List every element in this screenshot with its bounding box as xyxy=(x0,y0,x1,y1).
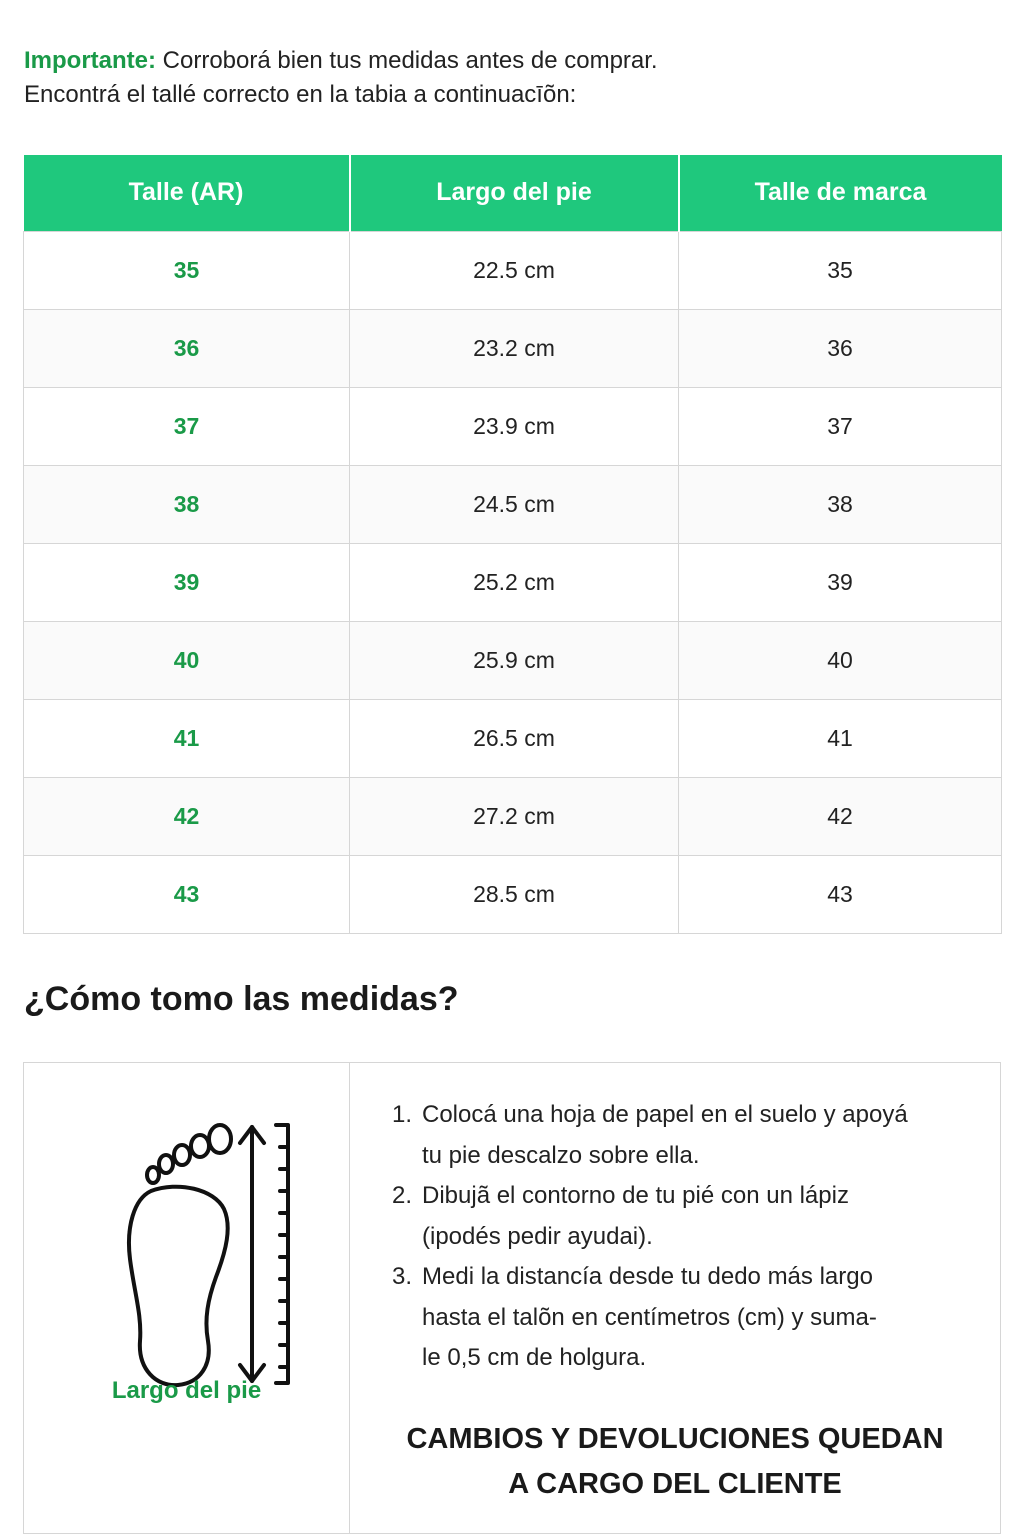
instructions-panel: 1. Colocá una hoja de papel en el suelo y… xyxy=(350,1063,1000,1533)
table-row: 38 24.5 cm 38 xyxy=(23,464,1002,544)
step-line: (ipodés pedir ayudai). xyxy=(422,1222,653,1250)
returns-notice: CAMBIOS Y DEVOLUCIONES QUEDAN A CARGO DE… xyxy=(350,1417,1000,1507)
step-item: 2. Dibujã el contorno de tu pié con un lá… xyxy=(392,1176,962,1257)
foot-icon xyxy=(127,1123,290,1388)
cell-talle-ar: 43 xyxy=(23,854,350,934)
step-text: Dibujã el contorno de tu pié con un lápi… xyxy=(422,1176,849,1257)
cell-largo-pie: 23.2 cm xyxy=(349,308,679,388)
table-row: 35 22.5 cm 35 xyxy=(23,230,1002,310)
table-row: 36 23.2 cm 36 xyxy=(23,308,1002,388)
step-number: 3. xyxy=(392,1263,413,1290)
table-body: 35 22.5 cm 35 36 23.2 cm 36 37 23.9 cm 37 38 24.5 … xyxy=(23,230,1002,934)
intro-line2: Encontrá el tallé correcto en la tabia a… xyxy=(24,81,577,108)
section-title: ¿Cómo tomo las medidas? xyxy=(24,980,459,1018)
table-row: 37 23.9 cm 37 xyxy=(23,386,1002,466)
cell-talle-ar: 39 xyxy=(23,542,350,622)
cell-largo-pie: 26.5 cm xyxy=(349,698,679,778)
cell-talle-ar: 38 xyxy=(23,464,350,544)
cell-largo-pie: 23.9 cm xyxy=(349,386,679,466)
step-line: Medi la distancía desde tu dedo más larg… xyxy=(422,1263,873,1290)
header-largo-pie: Largo del pie xyxy=(349,155,680,231)
cell-talle-ar: 40 xyxy=(23,620,350,700)
table-row: 43 28.5 cm 43 xyxy=(23,854,1002,934)
double-arrow-icon xyxy=(238,1125,266,1383)
intro-text: Importante: Corroborá bien tus medidas a… xyxy=(24,44,1004,112)
ruler-icon xyxy=(274,1123,290,1385)
table-row: 42 27.2 cm 42 xyxy=(23,776,1002,856)
cell-talle-ar: 42 xyxy=(23,776,350,856)
cell-talle-marca: 38 xyxy=(678,464,1002,544)
step-line: le 0,5 cm de holgura. xyxy=(422,1344,647,1371)
cell-talle-ar: 37 xyxy=(23,386,350,466)
cell-talle-ar: 35 xyxy=(23,230,350,310)
step-text: Medi la distancía desde tu dedo más larg… xyxy=(422,1257,877,1379)
cell-largo-pie: 28.5 cm xyxy=(349,854,679,934)
step-line: tu pie descalzo sobre ella. xyxy=(422,1141,700,1169)
cell-talle-marca: 42 xyxy=(678,776,1002,856)
cell-talle-marca: 39 xyxy=(678,542,1002,622)
step-line: Dibujã el contorno de tu pié con un lápi… xyxy=(422,1182,849,1209)
step-item: 1. Colocá una hoja de papel en el suelo y… xyxy=(392,1095,962,1176)
important-label: Importante: xyxy=(24,47,156,74)
cell-talle-marca: 41 xyxy=(678,698,1002,778)
cell-talle-marca: 43 xyxy=(678,854,1002,934)
cell-talle-marca: 40 xyxy=(678,620,1002,700)
step-item: 3. Medi la distancía desde tu dedo más la… xyxy=(392,1257,962,1379)
cell-talle-ar: 41 xyxy=(23,698,350,778)
cell-largo-pie: 25.9 cm xyxy=(349,620,679,700)
cell-largo-pie: 24.5 cm xyxy=(349,464,679,544)
step-number: 1. xyxy=(392,1101,413,1128)
cell-talle-marca: 36 xyxy=(678,308,1002,388)
foot-outline-icon xyxy=(127,1123,233,1388)
illustration-panel: Largo del pie xyxy=(24,1063,350,1533)
step-line: Colocá una hoja de papel en el suelo y a… xyxy=(422,1101,908,1128)
foot-caption: Largo del pie xyxy=(111,1377,262,1404)
cell-largo-pie: 27.2 cm xyxy=(349,776,679,856)
cell-talle-ar: 36 xyxy=(23,308,350,388)
cell-talle-marca: 35 xyxy=(678,230,1002,310)
cell-largo-pie: 22.5 cm xyxy=(349,230,679,310)
notice-line1: CAMBIOS Y DEVOLUCIONES QUEDAN xyxy=(406,1423,944,1455)
table-row: 40 25.9 cm 40 xyxy=(23,620,1002,700)
header-talle-marca: Talle de marca xyxy=(678,155,1002,231)
step-number: 2. xyxy=(392,1182,413,1209)
table-row: 41 26.5 cm 41 xyxy=(23,698,1002,778)
step-line: hasta el talõn en centímetros (cm) y sum… xyxy=(422,1303,877,1331)
intro-line1: Corroborá bien tus medidas antes de comp… xyxy=(162,47,658,74)
size-table: Talle (AR) Largo del pie Talle de marca … xyxy=(23,155,1002,934)
table-row: 39 25.2 cm 39 xyxy=(23,542,1002,622)
cell-largo-pie: 25.2 cm xyxy=(349,542,679,622)
header-talle-ar: Talle (AR) xyxy=(23,155,351,231)
notice-line2: A CARGO DEL CLIENTE xyxy=(508,1468,842,1500)
steps-list: 1. Colocá una hoja de papel en el suelo y… xyxy=(392,1095,962,1379)
table-header-row: Talle (AR) Largo del pie Talle de marca xyxy=(23,155,1002,231)
cell-talle-marca: 37 xyxy=(678,386,1002,466)
howto-box: Largo del pie 1. Colocá una hoja de papel… xyxy=(23,1062,1001,1534)
step-text: Colocá una hoja de papel en el suelo y a… xyxy=(422,1095,908,1176)
